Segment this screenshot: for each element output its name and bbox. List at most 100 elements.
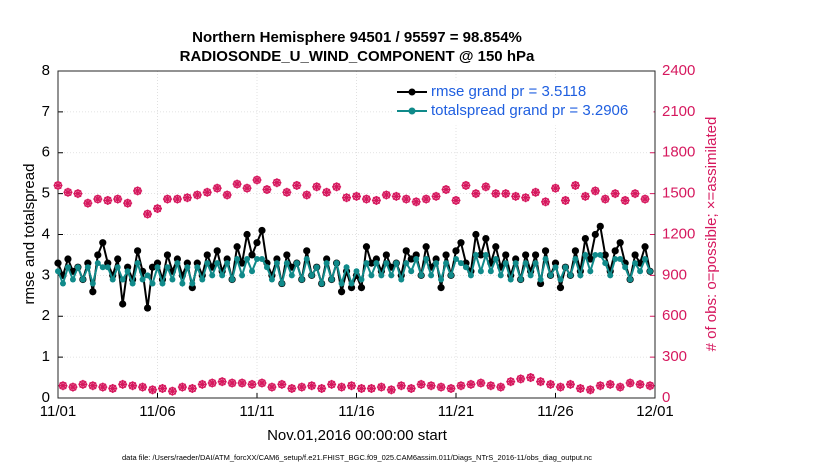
obs-assimilated-marker <box>93 194 103 204</box>
marker-stroke <box>551 184 560 192</box>
data-point <box>592 251 599 258</box>
data-point <box>363 260 370 267</box>
data-point <box>189 280 196 287</box>
marker-stroke <box>278 380 286 389</box>
marker-stroke <box>377 383 386 391</box>
marker-stroke <box>556 383 565 391</box>
data-point <box>278 280 285 287</box>
data-point <box>378 272 385 279</box>
y-axis-label: rmse and totalspread <box>21 164 38 305</box>
marker-stroke <box>332 183 341 191</box>
data-point <box>507 276 514 283</box>
marker-stroke <box>382 191 391 199</box>
obs-assimilated-marker <box>177 382 187 392</box>
x-tick-label: 11/11 <box>239 403 274 420</box>
obs-assimilated-marker <box>172 194 182 204</box>
data-point <box>343 264 350 271</box>
data-point <box>448 272 455 279</box>
data-point <box>622 264 629 271</box>
marker-stroke <box>512 192 520 201</box>
data-point <box>562 264 569 271</box>
obs-assimilated-marker <box>501 189 511 199</box>
obs-assimilated-marker <box>555 382 565 392</box>
marker-stroke <box>482 183 490 191</box>
data-point <box>497 272 504 279</box>
data-point <box>89 280 96 287</box>
marker-stroke <box>327 380 336 389</box>
data-point <box>298 276 305 283</box>
data-point <box>647 268 654 275</box>
obs-assimilated-marker <box>187 383 197 393</box>
obs-assimilated-marker <box>560 195 570 205</box>
marker-stroke <box>148 386 157 394</box>
data-point <box>388 272 395 279</box>
y-tick-label: 2 <box>42 307 50 324</box>
marker-stroke <box>183 194 192 202</box>
data-point <box>542 256 549 263</box>
obs-assimilated-marker <box>242 183 252 193</box>
data-point <box>586 255 594 263</box>
marker-stroke <box>303 191 311 199</box>
obs-assimilated-marker <box>322 187 332 197</box>
data-point <box>253 239 261 247</box>
marker-stroke <box>198 380 206 389</box>
marker-stroke <box>586 386 595 394</box>
data-point <box>243 230 251 239</box>
data-point <box>224 260 231 267</box>
marker-stroke <box>392 192 400 201</box>
data-point <box>154 264 161 271</box>
marker-stroke <box>283 188 291 196</box>
obs-assimilated-marker <box>83 198 93 208</box>
data-point <box>591 230 599 239</box>
marker-stroke <box>337 383 346 391</box>
obs-assimilated-marker <box>108 383 118 393</box>
x-tick-label: 11/01 <box>40 403 76 420</box>
obs-assimilated-marker <box>217 377 227 387</box>
data-point <box>323 260 330 267</box>
data-point <box>114 264 121 271</box>
marker-stroke <box>407 384 415 393</box>
obs-assimilated-marker <box>167 386 177 396</box>
obs-assimilated-marker <box>541 197 551 207</box>
data-point <box>472 251 479 258</box>
data-point <box>109 276 116 283</box>
marker-stroke <box>128 382 137 390</box>
marker-stroke <box>536 377 545 386</box>
y2-tick-label: 2400 <box>662 62 695 79</box>
marker-stroke <box>362 195 371 203</box>
marker-stroke <box>492 189 500 198</box>
obs-assimilated-marker <box>262 185 272 195</box>
x-tick-label: 11/06 <box>139 403 175 420</box>
obs-assimilated-marker <box>317 383 327 393</box>
data-point <box>403 260 410 267</box>
marker-stroke <box>502 189 510 198</box>
obs-assimilated-marker <box>143 209 153 219</box>
data-point <box>438 276 445 283</box>
marker-stroke <box>223 191 231 199</box>
data-point <box>263 264 270 271</box>
marker-stroke <box>452 196 460 205</box>
data-point <box>581 234 589 243</box>
marker-stroke <box>487 382 495 390</box>
data-point <box>607 272 614 279</box>
obs-assimilated-marker <box>78 379 88 389</box>
marker-stroke <box>238 379 246 387</box>
obs-assimilated-marker <box>406 383 416 393</box>
legend-box <box>392 80 654 126</box>
marker-stroke <box>646 382 654 390</box>
data-point <box>134 260 141 267</box>
data-point <box>149 280 156 287</box>
marker-stroke <box>427 382 435 390</box>
marker-stroke <box>432 192 440 201</box>
marker-stroke <box>273 179 281 187</box>
obs-assimilated-marker <box>88 381 98 391</box>
data-point <box>79 276 86 283</box>
data-point <box>631 251 639 259</box>
data-point <box>174 260 181 267</box>
footnote: data file: /Users/raeder/DAI/ATM_forcXX/… <box>122 453 592 462</box>
obs-assimilated-marker <box>212 183 222 193</box>
data-point <box>556 284 565 292</box>
obs-assimilated-marker <box>332 182 342 192</box>
data-point <box>462 264 469 271</box>
data-point <box>233 243 241 251</box>
